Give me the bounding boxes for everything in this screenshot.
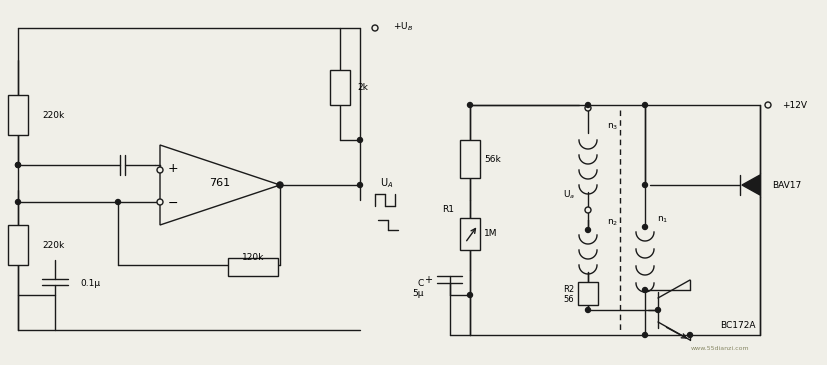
Circle shape [643, 333, 648, 338]
Text: n$_2$: n$_2$ [607, 218, 619, 228]
Text: R1: R1 [442, 205, 454, 215]
Circle shape [116, 200, 121, 204]
Circle shape [687, 333, 692, 338]
Bar [8, 225, 28, 265]
Circle shape [372, 25, 378, 31]
Bar [330, 70, 350, 105]
Text: 0.1μ: 0.1μ [80, 278, 100, 288]
Circle shape [656, 307, 661, 312]
Text: n$_3$: n$_3$ [607, 122, 619, 132]
Text: U$_a$: U$_a$ [563, 189, 575, 201]
Text: 56k: 56k [484, 154, 501, 164]
Circle shape [585, 207, 591, 213]
Circle shape [585, 105, 591, 111]
Text: www.55dianzi.com: www.55dianzi.com [691, 346, 749, 350]
Text: +: + [424, 275, 432, 285]
Text: 120k: 120k [241, 254, 264, 262]
Text: 220k: 220k [42, 241, 65, 250]
Bar [460, 140, 480, 178]
Circle shape [357, 138, 362, 142]
Circle shape [643, 288, 648, 292]
Circle shape [586, 307, 590, 312]
Polygon shape [742, 175, 760, 195]
Text: BAV17: BAV17 [772, 181, 801, 189]
Text: 220k: 220k [42, 111, 65, 119]
Text: R2: R2 [563, 285, 574, 295]
Circle shape [643, 224, 648, 230]
Text: 761: 761 [209, 178, 231, 188]
Text: BC172A: BC172A [720, 320, 756, 330]
Circle shape [16, 162, 21, 168]
Circle shape [643, 182, 648, 188]
Text: n$_1$: n$_1$ [657, 215, 668, 225]
Bar [8, 95, 28, 135]
Circle shape [278, 182, 283, 188]
Circle shape [16, 162, 21, 168]
Circle shape [467, 103, 472, 108]
Circle shape [586, 227, 590, 233]
Circle shape [765, 102, 771, 108]
Text: 56: 56 [563, 296, 574, 304]
Bar [228, 258, 278, 276]
Circle shape [157, 167, 163, 173]
Text: C: C [418, 278, 424, 288]
Text: −: − [168, 196, 179, 210]
Text: +U$_B$: +U$_B$ [393, 21, 414, 33]
Circle shape [643, 103, 648, 108]
Bar [578, 282, 598, 305]
Circle shape [277, 182, 283, 188]
Text: U$_A$: U$_A$ [380, 176, 394, 190]
Text: 1M: 1M [484, 230, 498, 238]
Circle shape [357, 182, 362, 188]
Bar [460, 218, 480, 250]
Circle shape [157, 199, 163, 205]
Text: +12V: +12V [782, 100, 807, 110]
Circle shape [467, 292, 472, 297]
Text: 5μ: 5μ [413, 288, 424, 297]
Circle shape [586, 103, 590, 108]
Text: 2k: 2k [357, 82, 368, 92]
Circle shape [16, 200, 21, 204]
Text: +: + [168, 161, 179, 174]
